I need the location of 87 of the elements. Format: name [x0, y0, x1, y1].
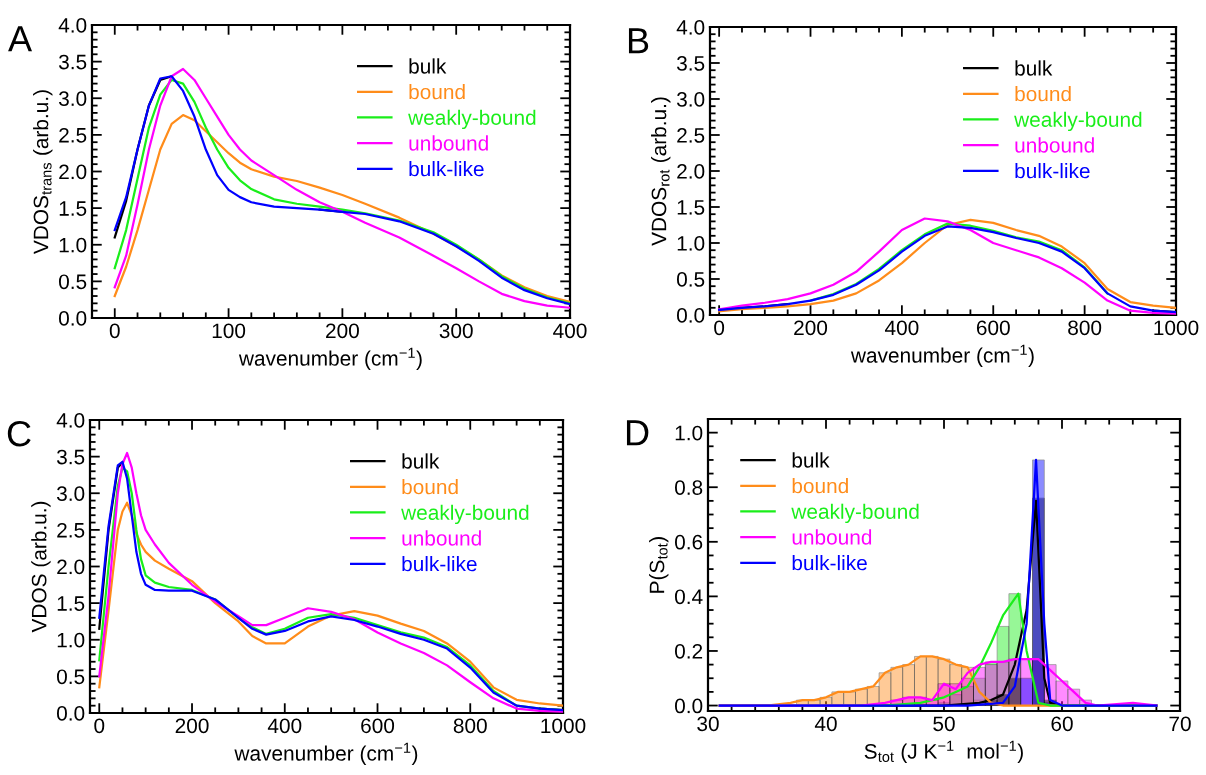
y-tick-label: 0.6 [674, 534, 703, 550]
y-tick-label: 2.0 [57, 559, 85, 575]
x-tick-label: 600 [976, 320, 1010, 336]
legend-label: weakly-bound [408, 109, 536, 130]
x-tick-label: 60 [1051, 716, 1073, 732]
legend-label: weakly-bound [1014, 111, 1142, 132]
legend-label: bulk [402, 453, 440, 469]
legend-label: bulk-like [792, 555, 867, 571]
y-axis-title: VDOS (arb.u.) [31, 501, 51, 633]
legend-label: bulk [409, 58, 447, 74]
y-tick-label: 2.0 [677, 164, 705, 179]
legend-label: bound [792, 478, 848, 494]
legend-label: weakly-bound [401, 504, 529, 525]
y-tick-label: 3.0 [58, 91, 87, 106]
legend-label: bulk-like [1015, 163, 1090, 179]
x-tick-label: 300 [439, 323, 473, 339]
x-axis-title: S$_{tot}$ (J K$^{−1}$ mol$^{−1}$) [864, 740, 1023, 763]
y-tick-label: 0.0 [56, 706, 85, 721]
y-tick-label: 3.5 [56, 449, 85, 465]
y-tick-label: 3.5 [676, 56, 705, 71]
x-axis-title: wavenumber (cm$^{−1}$) [234, 742, 418, 765]
y-tick-label: 0.8 [674, 480, 703, 495]
x-tick-label: 0 [714, 320, 725, 336]
legend-label: bulk [792, 452, 830, 468]
y-tick-label: 0.0 [676, 308, 705, 323]
y-tick-label: 4.0 [56, 413, 85, 428]
y-axis-title: VDOS$_{rot}$ (arb.u.) [651, 97, 671, 246]
y-tick-label: 0.5 [56, 669, 85, 685]
y-tick-label: 1.0 [677, 236, 705, 251]
x-axis-title: wavenumber (cm$^{−1}$) [238, 347, 422, 370]
x-tick-label: 40 [814, 716, 837, 732]
y-tick-label: 2.5 [59, 127, 87, 143]
x-tick-label: 1000 [541, 718, 586, 734]
x-tick-label: 200 [794, 320, 828, 336]
y-tick-label: 3.0 [676, 92, 705, 107]
legend-label: unbound [792, 529, 872, 545]
legend-label: bulk [1015, 60, 1053, 76]
y-tick-label: 1.5 [59, 201, 87, 216]
legend-label: bound [409, 84, 465, 100]
legend-label: unbound [402, 530, 481, 546]
chart-title: B [628, 28, 649, 54]
legend-label: unbound [409, 135, 488, 151]
x-tick-label: 1000 [1154, 320, 1199, 336]
y-tick-label: 0.0 [58, 311, 87, 326]
chart-title: A [8, 26, 33, 52]
legend-label: bulk-like [409, 161, 484, 177]
legend-label: bound [1015, 86, 1071, 102]
y-tick-label: 4.0 [676, 20, 705, 35]
x-tick-label: 100 [212, 323, 246, 339]
x-tick-label: 800 [1068, 320, 1102, 336]
legend-label: bound [402, 479, 458, 495]
y-tick-label: 1.0 [57, 632, 85, 648]
y-tick-label: 1.0 [675, 425, 703, 441]
y-axis-title: P(S$_{tot}$) [649, 537, 669, 593]
chart-title: D [626, 420, 649, 446]
x-tick-label: 600 [361, 718, 395, 734]
y-tick-label: 2.0 [59, 164, 87, 180]
x-tick-label: 400 [553, 323, 587, 339]
x-tick-label: 70 [1169, 716, 1191, 732]
y-tick-label: 1.0 [59, 237, 87, 253]
y-tick-label: 3.5 [58, 54, 87, 70]
x-tick-label: 50 [933, 716, 955, 732]
y-tick-label: 0.5 [58, 274, 87, 290]
chart-title: C [7, 420, 31, 447]
x-tick-label: 0 [94, 718, 105, 734]
y-tick-label: 0.2 [674, 643, 703, 659]
y-axis-title: VDOS$_{trans}$ (arb.u.) [33, 90, 53, 255]
legend-label: unbound [1015, 137, 1094, 153]
x-axis-title: wavenumber (cm$^{−1}$) [850, 344, 1034, 367]
x-tick-label: 30 [697, 716, 719, 732]
y-tick-label: 0.5 [676, 272, 705, 287]
y-tick-label: 3.0 [56, 486, 85, 501]
x-tick-label: 400 [267, 718, 302, 734]
y-tick-label: 1.5 [677, 200, 705, 215]
legend-label: weakly-bound [791, 503, 919, 524]
y-tick-label: 0.0 [674, 698, 703, 714]
x-tick-label: 0 [109, 323, 120, 339]
y-tick-label: 0.4 [674, 589, 703, 605]
x-tick-label: 400 [884, 320, 919, 336]
y-tick-label: 2.5 [677, 128, 705, 143]
x-tick-label: 800 [453, 718, 487, 734]
x-tick-label: 200 [175, 718, 209, 734]
y-tick-label: 2.5 [57, 522, 85, 538]
y-tick-label: 1.5 [57, 596, 85, 611]
x-tick-label: 200 [326, 323, 359, 339]
y-tick-label: 4.0 [58, 18, 87, 33]
legend-label: bulk-like [402, 556, 477, 572]
